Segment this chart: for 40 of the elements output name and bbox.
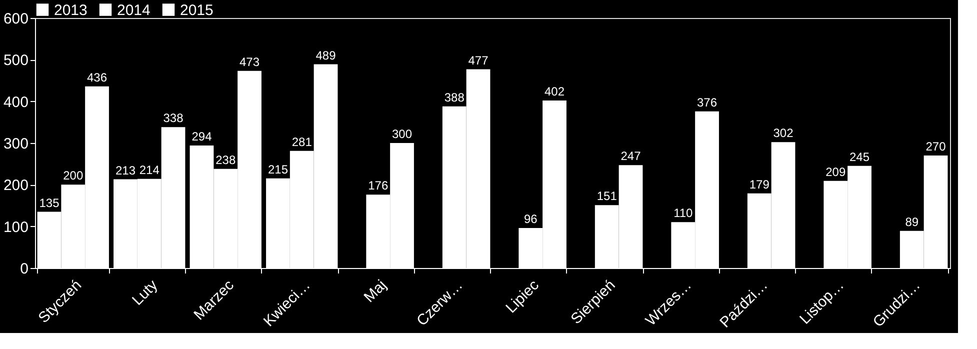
y-tick-label: 400 xyxy=(3,94,28,111)
y-tick-label: 600 xyxy=(3,10,28,28)
data-label: 200 xyxy=(63,168,84,183)
data-label: 110 xyxy=(674,206,694,220)
legend-label: 2015 xyxy=(180,2,214,19)
data-label: 270 xyxy=(926,140,946,154)
data-label: 473 xyxy=(240,54,260,69)
data-label: 300 xyxy=(392,127,412,141)
data-label: 302 xyxy=(773,126,794,140)
data-label: 179 xyxy=(749,177,770,192)
y-tick-label: 300 xyxy=(3,136,28,152)
data-label: 245 xyxy=(850,150,870,164)
y-tick-label: 500 xyxy=(3,52,28,70)
data-label: 176 xyxy=(368,178,388,193)
data-label: 89 xyxy=(905,214,919,229)
legend-label: 2014 xyxy=(117,2,150,19)
data-label: 388 xyxy=(444,90,465,104)
data-label: 214 xyxy=(139,162,160,177)
data-label: 436 xyxy=(87,70,108,84)
data-label: 96 xyxy=(524,212,538,226)
data-label: 294 xyxy=(192,130,212,144)
data-label: 213 xyxy=(115,163,136,178)
data-label: 338 xyxy=(163,111,184,126)
y-tick-label: 100 xyxy=(3,218,28,236)
legend-label: 2013 xyxy=(54,2,88,19)
data-label: 376 xyxy=(697,95,718,110)
data-label: 489 xyxy=(316,48,336,62)
data-label: 402 xyxy=(544,84,565,98)
data-label: 281 xyxy=(292,134,312,149)
x-tick-label: Luty xyxy=(129,276,162,309)
data-label: 238 xyxy=(216,152,236,167)
y-tick-label: 200 xyxy=(3,177,28,194)
data-label: 247 xyxy=(620,149,642,164)
data-label: 151 xyxy=(596,189,618,204)
data-label: 135 xyxy=(39,196,60,210)
data-label: 477 xyxy=(468,53,489,68)
data-label: 209 xyxy=(826,164,846,179)
y-tick-label: 0 xyxy=(20,260,28,278)
data-label: 215 xyxy=(268,162,288,176)
x-tick-label: Maj xyxy=(360,276,390,306)
